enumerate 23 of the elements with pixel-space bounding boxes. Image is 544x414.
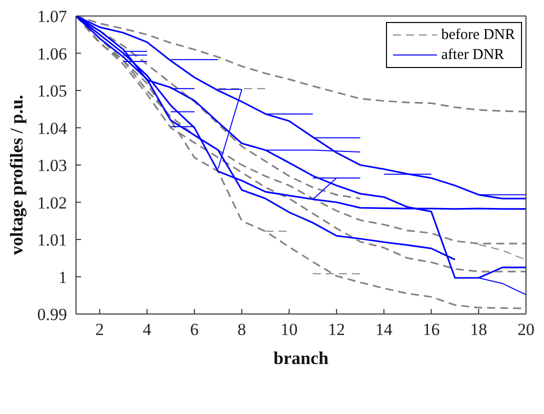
- y-tick-label: 1.07: [37, 7, 68, 26]
- legend-label: after DNR: [441, 46, 504, 65]
- y-tick-label: 1.01: [37, 230, 67, 250]
- y-tick-label: 0.99: [37, 305, 67, 324]
- x-tick-label: 4: [142, 320, 152, 340]
- y-tick-label: 1: [58, 268, 67, 287]
- x-tick-label: 8: [238, 320, 246, 340]
- x-tick-label: 20: [518, 320, 534, 340]
- x-tick-label: 16: [422, 320, 440, 340]
- x-tick-label: 10: [280, 320, 298, 340]
- x-axis-title: branch: [273, 348, 329, 368]
- x-tick-label: 12: [328, 320, 346, 340]
- y-tick-label: 1.06: [37, 44, 67, 64]
- x-tick-label: 6: [190, 320, 199, 340]
- x-tick-label: 14: [375, 320, 393, 340]
- y-tick-label: 1.05: [37, 82, 67, 101]
- y-tick-label: 1.02: [37, 193, 67, 212]
- x-tick-label: 2: [95, 320, 104, 340]
- y-tick-label: 1.04: [37, 118, 68, 138]
- x-tick-label: 18: [470, 320, 488, 340]
- y-axis-title: voltage profiles / p.u.: [6, 94, 26, 255]
- y-tick-label: 1.03: [37, 156, 67, 176]
- legend-label: before DNR: [441, 26, 515, 45]
